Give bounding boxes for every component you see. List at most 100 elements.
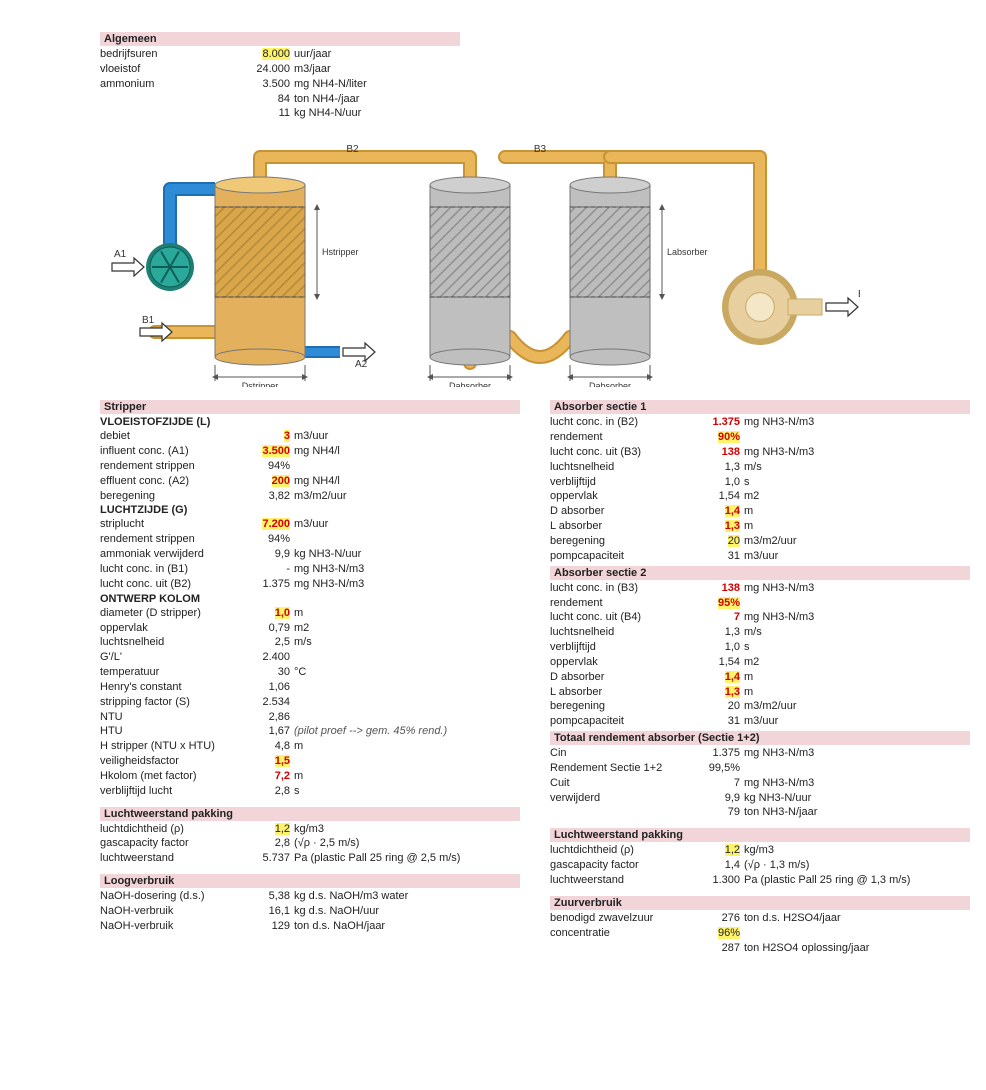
row-value: 1,5 [230,754,294,769]
row-label: luchtdichtheid (ρ) [550,843,680,858]
data-row: luchtsnelheid1,3m/s [550,460,970,475]
row-value: 287 [680,941,744,956]
data-row: L absorber1,3m [550,519,970,534]
data-row: luchtsnelheid1,3m/s [550,625,970,640]
row-unit: s [744,640,970,655]
row-label: gascapacity factor [100,836,230,851]
row-value: 20 [680,534,744,549]
row-value: 2.534 [230,695,294,710]
data-row: luchtweerstand1.300Pa (plastic Pall 25 r… [550,873,970,888]
svg-text:B1: B1 [142,315,155,326]
svg-text:B3: B3 [534,144,547,155]
row-label: NaOH-verbruik [100,904,230,919]
row-unit: s [744,475,970,490]
row-value: 0,79 [230,621,294,636]
row-value: 1,3 [680,519,744,534]
data-row: D absorber1,4m [550,504,970,519]
data-row: NaOH-dosering (d.s.)5,38kg d.s. NaOH/m3 … [100,889,520,904]
row-label: pompcapaciteit [550,549,680,564]
data-row: rendement strippen94% [100,459,520,474]
data-row: ammoniak verwijderd9,9kg NH3-N/uur [100,547,520,562]
row-unit: m2 [744,655,970,670]
row-unit: ton NH4-/jaar [294,92,460,107]
svg-text:A1: A1 [114,249,127,260]
svg-text:Dstripper: Dstripper [242,381,279,387]
data-row: 287ton H2SO4 oplossing/jaar [550,941,970,956]
algemeen-header: Algemeen [100,32,460,46]
row-value: 1,67 [230,724,294,739]
data-row: NTU2,86 [100,710,520,725]
stripper-header: Stripper [100,400,520,414]
row-label: lucht conc. in (B1) [100,562,230,577]
algemeen-rows: bedrijfsuren8.000uur/jaarvloeistof24.000… [100,47,460,121]
row-label: effluent conc. (A2) [100,474,230,489]
row-unit: (√ρ · 1,3 m/s) [744,858,970,873]
data-row: Cuit7mg NH3-N/m3 [550,776,970,791]
tot-header: Totaal rendement absorber (Sectie 1+2) [550,731,970,745]
data-row: NaOH-verbruik16,1kg d.s. NaOH/uur [100,904,520,919]
row-unit: kg d.s. NaOH/m3 water [294,889,520,904]
row-value: 94% [230,459,294,474]
data-row: 11kg NH4-N/uur [100,106,460,121]
row-label: verwijderd [550,791,680,806]
row-label: Cin [550,746,680,761]
row-label: H stripper (NTU x HTU) [100,739,230,754]
row-value: 31 [680,549,744,564]
data-row: 79ton NH3-N/jaar [550,805,970,820]
row-label: Rendement Sectie 1+2 [550,761,680,776]
row-unit: m3/jaar [294,62,460,77]
row-value: 7 [680,610,744,625]
data-row: D absorber1,4m [550,670,970,685]
row-label: ammonium [100,77,230,92]
row-value: 138 [680,581,744,596]
row-value: 7 [680,776,744,791]
row-value: 2,86 [230,710,294,725]
data-row: oppervlak1,54m2 [550,489,970,504]
row-label: bedrijfsuren [100,47,230,62]
row-unit: Pa (plastic Pall 25 ring @ 1,3 m/s) [744,873,970,888]
row-label: influent conc. (A1) [100,444,230,459]
row-value: 5,38 [230,889,294,904]
row-unit: mg NH3-N/m3 [744,776,970,791]
row-label: L absorber [550,685,680,700]
data-row: lucht conc. uit (B3)138mg NH3-N/m3 [550,445,970,460]
data-row: verwijderd9,9kg NH3-N/uur [550,791,970,806]
row-value: 129 [230,919,294,934]
row-value: 94% [230,532,294,547]
row-label: ammoniak verwijderd [100,547,230,562]
row-label: vloeistof [100,62,230,77]
data-row: HTU1,67(pilot proef --> gem. 45% rend.) [100,724,520,739]
row-unit: m3/uur [294,517,520,532]
row-value: 200 [230,474,294,489]
row-unit: m3/m2/uur [744,534,970,549]
row-unit: ton NH3-N/jaar [744,805,970,820]
row-value: 138 [680,445,744,460]
row-unit: m3/uur [744,549,970,564]
row-value: 96% [680,926,744,941]
data-row: lucht conc. in (B1)-mg NH3-N/m3 [100,562,520,577]
data-row: rendement strippen94% [100,532,520,547]
row-label: lucht conc. uit (B3) [550,445,680,460]
vl-rows: debiet3m3/uurinfluent conc. (A1)3.500mg … [100,429,520,503]
row-unit: mg NH4/l [294,444,520,459]
row-unit: m [294,606,520,621]
ok-header: ONTWERP KOLOM [100,592,520,606]
row-value: 1,0 [680,475,744,490]
row-label: veiligheidsfactor [100,754,230,769]
row-unit: mg NH4/l [294,474,520,489]
row-label: NTU [100,710,230,725]
row-label: oppervlak [550,489,680,504]
row-value: 1,2 [680,843,744,858]
row-unit: m2 [744,489,970,504]
row-value: 20 [680,699,744,714]
row-unit: mg NH3-N/m3 [294,577,520,592]
row-label: Hkolom (met factor) [100,769,230,784]
data-row: beregening20m3/m2/uur [550,534,970,549]
row-label: luchtweerstand [100,851,230,866]
row-unit: ton H2SO4 oplossing/jaar [744,941,970,956]
row-label: rendement strippen [100,532,230,547]
row-value: 3.500 [230,444,294,459]
data-row: ammonium3.500mg NH4-N/liter [100,77,460,92]
row-label: beregening [550,699,680,714]
row-value: 1,54 [680,655,744,670]
